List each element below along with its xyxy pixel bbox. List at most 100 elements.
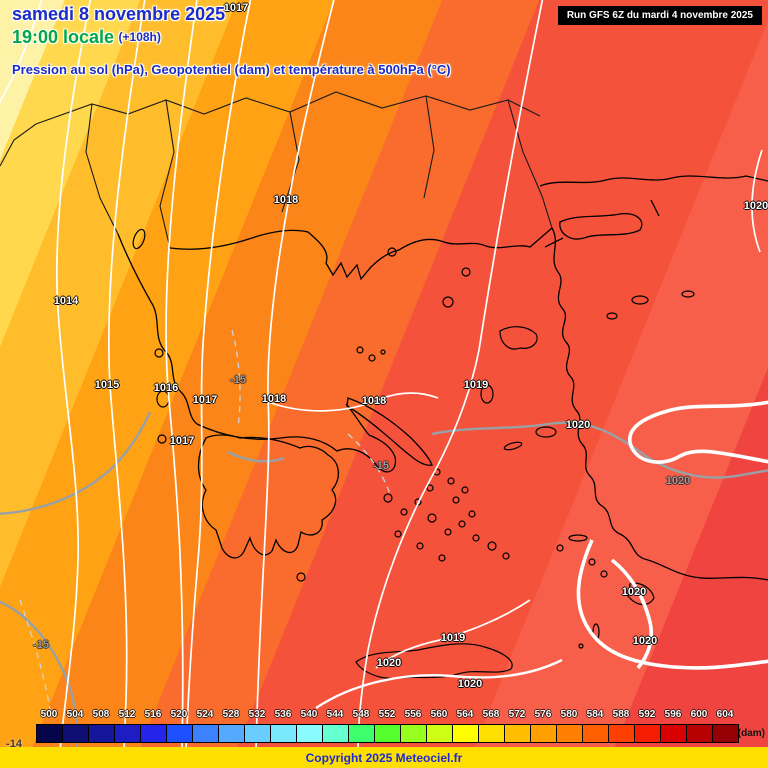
isobar-line-1016 <box>165 0 198 751</box>
coastline-bosphorus <box>650 199 660 217</box>
isobar-line-1020 <box>628 400 768 464</box>
scale-swatch-580 <box>556 724 583 743</box>
temperature-line <box>347 433 391 495</box>
island-lesbos <box>499 326 538 350</box>
scale-tick-532: 532 <box>248 709 266 720</box>
forecast-offset: (+108h) <box>118 30 161 44</box>
island <box>368 354 376 362</box>
scale-tick-516: 516 <box>144 709 162 720</box>
island <box>447 477 455 485</box>
island <box>578 643 584 649</box>
coastline-marmara-sea <box>559 213 643 240</box>
isobar-line-1020 <box>576 539 768 670</box>
scale-tick-500: 500 <box>40 709 58 720</box>
island <box>461 486 469 494</box>
scale-tick-536: 536 <box>274 709 292 720</box>
scale-tick-580: 580 <box>560 709 578 720</box>
scale-tick-576: 576 <box>534 709 552 720</box>
scale-swatch-524 <box>192 724 219 743</box>
scale-swatch-600 <box>686 724 713 743</box>
island <box>426 484 434 492</box>
coastlines <box>117 175 768 581</box>
isobar-line-1018b <box>267 392 439 412</box>
island <box>458 520 466 528</box>
scale-swatch-584 <box>582 724 609 743</box>
island <box>356 346 364 354</box>
island <box>380 349 386 355</box>
scale-tick-584: 584 <box>586 709 604 720</box>
scale-tick-592: 592 <box>638 709 656 720</box>
scale-swatch-604 <box>712 724 739 743</box>
island <box>487 541 497 551</box>
coastline-dardanelles <box>544 237 564 248</box>
geopotential-line <box>227 450 285 463</box>
copyright-text: Copyright 2025 Meteociel.fr <box>305 750 463 765</box>
border-line <box>0 123 37 167</box>
scale-tick-568: 568 <box>482 709 500 720</box>
scale-swatch-528 <box>218 724 245 743</box>
scale-tick-544: 544 <box>326 709 344 720</box>
island <box>154 348 164 358</box>
scale-swatch-572 <box>504 724 531 743</box>
coastline-peloponnese <box>197 434 339 559</box>
scale-swatch-520 <box>166 724 193 743</box>
island <box>156 390 170 408</box>
lake <box>606 312 618 320</box>
scale-tick-540: 540 <box>300 709 318 720</box>
scale-swatch-544 <box>322 724 349 743</box>
island <box>556 544 564 552</box>
island <box>503 441 523 451</box>
island <box>157 434 167 444</box>
geopotential-line <box>0 411 152 515</box>
coastline-turkey-west <box>551 227 768 581</box>
island <box>416 542 424 550</box>
scale-swatch-588 <box>608 724 635 743</box>
isobar-line-1014 <box>56 0 92 751</box>
scale-swatch-548 <box>348 724 375 743</box>
lake <box>631 295 649 305</box>
island <box>461 267 471 277</box>
scale-swatch-536 <box>270 724 297 743</box>
island <box>394 530 402 538</box>
scale-ticks: 500 504 508 512 516 520 524 528 532 536 540 544 548 5… <box>36 709 738 722</box>
scale-tick-552: 552 <box>378 709 396 720</box>
border-line <box>35 91 541 125</box>
forecast-time: 19:00 locale <box>12 27 115 47</box>
coastline-gulf-attica <box>196 403 397 473</box>
island <box>535 426 557 438</box>
island <box>588 558 596 566</box>
island <box>387 247 397 257</box>
isobar-contours-medium <box>315 658 563 709</box>
border-line <box>281 111 300 213</box>
island <box>502 552 510 560</box>
island <box>438 554 446 562</box>
scale-swatch-516 <box>140 724 167 743</box>
scale-tick-600: 600 <box>690 709 708 720</box>
country-borders <box>0 91 553 249</box>
island <box>452 496 460 504</box>
scale-swatch-552 <box>374 724 401 743</box>
run-info-box: Run GFS 6Z du mardi 4 novembre 2025 <box>557 6 762 25</box>
scale-tick-564: 564 <box>456 709 474 720</box>
coastline-north-aegean <box>169 227 553 281</box>
island <box>442 296 454 308</box>
border-line <box>423 95 435 199</box>
isobar-line-1017 <box>185 0 252 751</box>
isobar-line-1020-crete <box>315 658 563 709</box>
isobar-line-1020 <box>610 558 654 670</box>
island <box>132 228 146 250</box>
copyright-bar: Copyright 2025 Meteociel.fr <box>0 747 768 768</box>
border-line <box>159 99 175 249</box>
scale-tick-504: 504 <box>66 709 84 720</box>
scale-swatch-568 <box>478 724 505 743</box>
island <box>444 528 452 536</box>
temperature-line <box>19 599 51 711</box>
scale-swatch-560 <box>426 724 453 743</box>
geopotential-line <box>431 421 768 479</box>
scale-tick-596: 596 <box>664 709 682 720</box>
geopotential-contours <box>0 411 768 751</box>
scale-tick-572: 572 <box>508 709 526 720</box>
coastline-turkey-north <box>539 175 768 187</box>
lake <box>681 290 695 298</box>
scale-tick-524: 524 <box>196 709 214 720</box>
